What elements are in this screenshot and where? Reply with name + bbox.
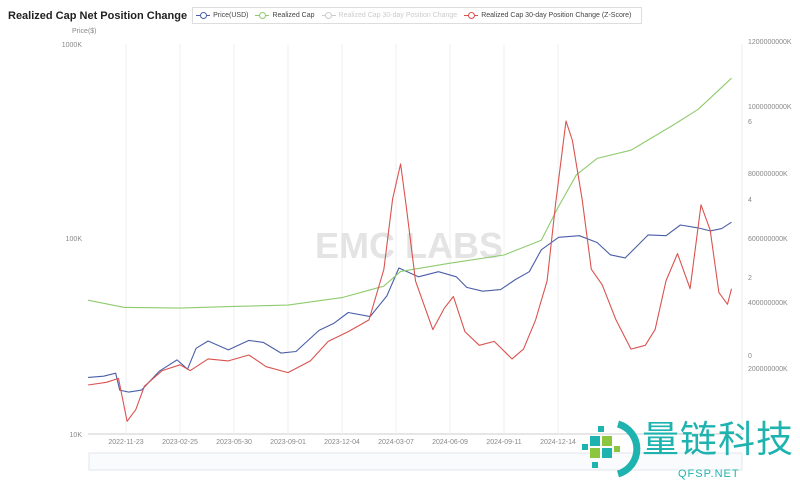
left-tick: 10K bbox=[70, 432, 83, 439]
chart-title: Realized Cap Net Position Change bbox=[8, 9, 188, 22]
legend-label: Realized Cap 30-day Position Change (Z-S… bbox=[481, 12, 632, 19]
logo-url: QFSP.NET bbox=[678, 468, 740, 480]
right-tick-zscore: 6 bbox=[748, 119, 752, 126]
price-line bbox=[88, 221, 732, 393]
right-tick-cap: 200000000K bbox=[748, 366, 788, 373]
right-tick-zscore: 0 bbox=[748, 353, 752, 360]
left-tick: 100K bbox=[66, 236, 83, 243]
x-tick-label: 2023-05-30 bbox=[216, 439, 252, 446]
right-tick-cap: 1200000000K bbox=[748, 39, 792, 46]
right-tick-cap: 600000000K bbox=[748, 236, 788, 243]
right-tick-cap: 1000000000K bbox=[748, 104, 792, 111]
legend-label: Realized Cap bbox=[272, 12, 315, 19]
logo-icon bbox=[582, 420, 641, 478]
x-tick-label: 2024-09-11 bbox=[486, 439, 521, 446]
legend-marker-icon bbox=[255, 12, 270, 20]
legend-marker-icon bbox=[196, 12, 211, 20]
legend-marker-icon bbox=[321, 12, 336, 20]
right-tick-zscore: 4 bbox=[748, 197, 752, 204]
x-tick-label: 2023-12-04 bbox=[324, 439, 360, 446]
right-tick-cap: 400000000K bbox=[748, 300, 788, 307]
right-tick-zscore: 2 bbox=[748, 275, 752, 282]
zscore-line bbox=[88, 120, 733, 422]
legend-marker-icon bbox=[464, 12, 479, 20]
legend-item-position-change[interactable]: Realized Cap 30-day Position Change bbox=[321, 12, 458, 20]
legend-item-realized-cap[interactable]: Realized Cap bbox=[255, 12, 315, 20]
realized-cap-line bbox=[87, 77, 732, 309]
x-tick-label: 2024-12-14 bbox=[540, 439, 576, 446]
left-tick: 1000K bbox=[62, 42, 83, 49]
legend-label: Realized Cap 30-day Position Change bbox=[338, 12, 458, 19]
x-tick-label: 2024-03-07 bbox=[378, 439, 414, 446]
legend-item-zscore[interactable]: Realized Cap 30-day Position Change (Z-S… bbox=[464, 12, 631, 20]
zoom-slider[interactable] bbox=[88, 452, 743, 471]
x-tick-label: 2022-11-23 bbox=[108, 439, 143, 446]
right-tick-cap: 800000000K bbox=[748, 171, 788, 178]
logo: 量链科技 QFSP.NET bbox=[578, 418, 800, 483]
legend-label: Price(USD) bbox=[213, 12, 249, 19]
chart-header: Realized Cap Net Position Change Price(U… bbox=[8, 7, 643, 24]
left-axis-label: Price($) bbox=[72, 28, 97, 35]
x-tick-label: 2023-09-01 bbox=[270, 439, 306, 446]
x-tick-label: 2023-02-25 bbox=[162, 439, 198, 446]
logo-text: 量链科技 bbox=[642, 418, 794, 461]
x-tick-label: 2024-06-09 bbox=[432, 439, 468, 446]
legend: Price(USD) Realized Cap Realized Cap 30-… bbox=[192, 7, 643, 24]
legend-item-price[interactable]: Price(USD) bbox=[196, 12, 248, 20]
